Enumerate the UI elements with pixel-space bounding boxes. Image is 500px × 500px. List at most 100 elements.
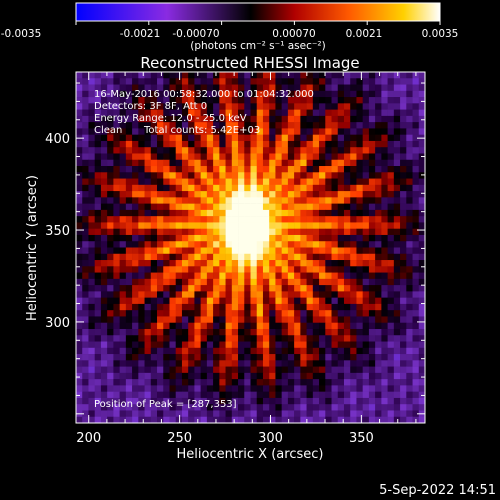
heatmap-cell [287, 335, 295, 342]
heatmap-cell [256, 341, 264, 349]
heatmap-cell [219, 278, 226, 286]
heatmap-cell [362, 410, 370, 418]
heatmap-cell [163, 172, 170, 179]
heatmap-cell [406, 253, 413, 261]
heatmap-cell [368, 347, 376, 355]
heatmap-cell [350, 335, 357, 342]
heatmap-cell [356, 328, 363, 336]
heatmap-cell [306, 191, 314, 198]
heatmap-cell [200, 366, 208, 374]
heatmap-cell [138, 341, 145, 349]
heatmap-cell [400, 134, 407, 142]
heatmap-cell [331, 335, 339, 342]
heatmap-cell [138, 147, 145, 154]
heatmap-cell [281, 184, 289, 192]
heatmap-cell [362, 347, 370, 355]
heatmap-cell [269, 209, 276, 217]
heatmap-cell [350, 404, 357, 411]
heatmap-cell [387, 159, 395, 167]
heatmap-cell [213, 322, 220, 330]
heatmap-cell [82, 391, 89, 399]
heatmap-cell [181, 397, 189, 405]
heatmap-cell [132, 197, 139, 204]
heatmap-cell [107, 203, 114, 211]
heatmap-cell [375, 222, 382, 229]
heatmap-cell [362, 322, 370, 330]
heatmap-cell [157, 391, 164, 399]
heatmap-cell [387, 153, 395, 161]
heatmap-cell [138, 391, 145, 399]
heatmap-cell [269, 166, 276, 173]
heatmap-cell [250, 103, 258, 110]
x-tick-label: 250 [167, 431, 192, 446]
heatmap-cell [94, 191, 102, 198]
heatmap-cell [356, 209, 363, 217]
heatmap-cell [294, 234, 301, 242]
heatmap-cell [350, 228, 357, 236]
heatmap-cell [219, 335, 226, 342]
heatmap-cell [188, 209, 195, 217]
heatmap-cell [306, 115, 314, 123]
heatmap-cell [325, 78, 332, 85]
heatmap-cell [281, 385, 289, 392]
heatmap-cell [82, 416, 89, 424]
heatmap-cell [200, 310, 208, 317]
heatmap-cell [200, 72, 208, 79]
heatmap-cell [107, 166, 114, 173]
heatmap-cell [200, 328, 208, 336]
heatmap-cell [356, 97, 363, 104]
heatmap-cell [412, 272, 420, 280]
heatmap-cell [244, 372, 251, 380]
heatmap-cell [400, 209, 407, 217]
heatmap-cell [163, 134, 170, 142]
heatmap-cell [294, 316, 301, 324]
heatmap-cell [76, 404, 83, 411]
heatmap-cell [200, 109, 208, 117]
heatmap-cell [250, 122, 258, 129]
heatmap-cell [144, 272, 152, 280]
heatmap-cell [294, 134, 301, 142]
heatmap-cell [119, 372, 127, 380]
heatmap-cell [269, 109, 276, 117]
heatmap-cell [337, 134, 345, 142]
heatmap-cell [337, 209, 345, 217]
heatmap-cell [262, 272, 270, 280]
heatmap-cell [94, 404, 102, 411]
heatmap-cell [231, 335, 239, 342]
heatmap-cell [337, 216, 345, 223]
heatmap-cell [138, 178, 145, 186]
heatmap-cell [406, 115, 413, 123]
heatmap-cell [225, 97, 233, 104]
heatmap-cell [119, 272, 127, 280]
heatmap-cell [206, 203, 214, 211]
heatmap-cell [406, 147, 413, 154]
heatmap-cell [82, 166, 89, 173]
heatmap-cell [107, 153, 114, 161]
heatmap-cell [256, 222, 264, 229]
heatmap-cell [269, 172, 276, 179]
heatmap-cell [194, 341, 201, 349]
heatmap-cell [350, 72, 357, 79]
heatmap-cell [119, 178, 127, 186]
heatmap-cell [387, 322, 395, 330]
heatmap-cell [163, 297, 170, 305]
heatmap-cell [319, 354, 326, 361]
heatmap-cell [88, 191, 95, 198]
heatmap-cell [412, 404, 420, 411]
heatmap-cell [175, 216, 183, 223]
heatmap-cell [337, 109, 345, 117]
heatmap-cell [76, 90, 83, 98]
heatmap-cell [100, 410, 108, 418]
heatmap-cell [188, 354, 195, 361]
heatmap-cell [125, 310, 133, 317]
heatmap-cell [300, 172, 307, 179]
heatmap-cell [181, 253, 189, 261]
heatmap-cell [406, 404, 413, 411]
heatmap-cell [150, 322, 158, 330]
heatmap-cell [262, 379, 270, 386]
heatmap-cell [312, 109, 320, 117]
heatmap-cell [200, 128, 208, 135]
heatmap-cell [269, 328, 276, 336]
heatmap-cell [400, 140, 407, 148]
